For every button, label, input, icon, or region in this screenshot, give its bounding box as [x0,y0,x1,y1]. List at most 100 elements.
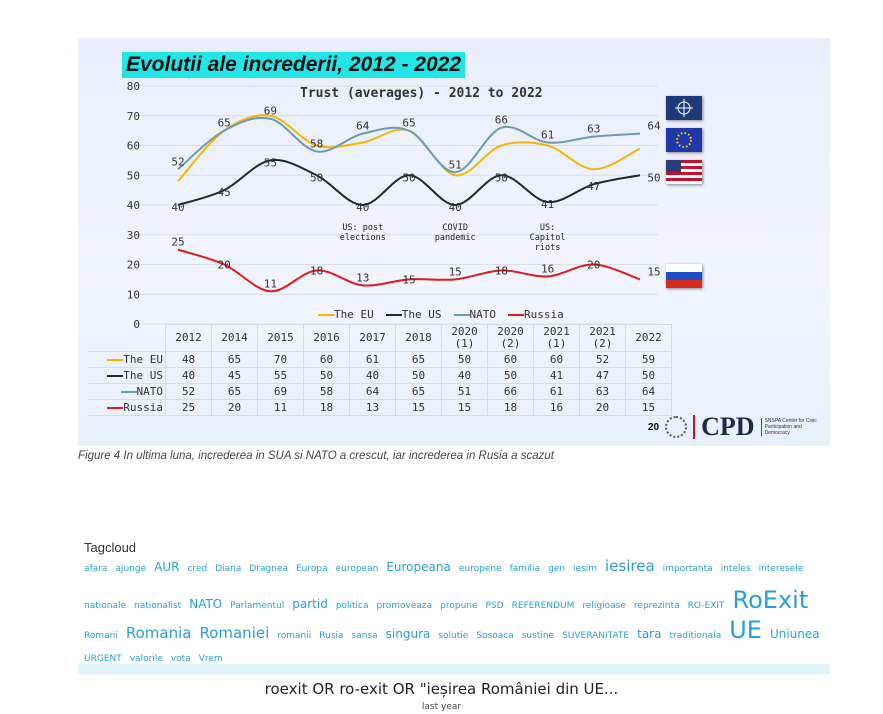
series-line-nato [177,116,641,174]
tag-link[interactable]: SUVERANITATE [562,631,630,641]
tag-link[interactable]: ajunge [115,564,147,574]
table-cell: 45 [211,367,258,384]
tag-link[interactable]: Romani [84,631,118,641]
legend-item: Russia [508,308,564,321]
data-label: 18 [310,264,323,277]
data-label: 61 [541,129,554,142]
table-cell: 65 [211,383,258,400]
tag-link[interactable]: interesele [758,564,804,574]
tag-link[interactable]: nationalist [134,601,182,611]
column-header: 2012 [165,324,212,352]
tag-link[interactable]: RoExit [732,586,809,614]
tag-link[interactable]: Europa [295,564,328,574]
data-label: 66 [495,114,508,127]
tag-link[interactable]: URGENT [84,654,122,664]
data-label: 50 [310,171,323,184]
y-tick-label: 40 [127,199,140,212]
tag-link[interactable]: propune [440,601,478,611]
tag-link[interactable]: politica [335,601,369,611]
tag-link[interactable]: europene [458,564,502,574]
tag-link[interactable]: Europeana [386,560,451,574]
data-label: 52 [171,155,184,168]
tag-link[interactable]: valorile [129,654,163,664]
column-header: 2018 [395,324,442,352]
tag-link[interactable]: romanii [277,631,312,641]
table-cell: 61 [533,383,580,400]
tag-link[interactable]: Diana [215,564,242,574]
table-cell: 18 [487,399,534,416]
chart-annotation: riots [535,243,561,253]
table-cell: 50 [395,367,442,384]
tag-link[interactable]: traditionala [669,631,722,641]
tag-link[interactable]: RO-EXIT [687,601,725,611]
tag-link[interactable]: iesim [573,564,598,574]
line-chart: 0 10 20 30 40 50 60 70 80 40 45 55 50 40 50 40 50 41 47 50 5… [127,80,661,328]
tag-link[interactable]: UE [729,616,762,644]
tag-link[interactable]: NATO [189,597,223,611]
table-cell: 25 [165,399,212,416]
tag-link[interactable]: sustine [521,631,555,641]
data-label: 50 [495,171,508,184]
search-query[interactable]: roexit OR ro-exit OR "ieșirea României d… [264,680,619,698]
tag-link[interactable]: Parlamentul [230,601,285,611]
tag-link[interactable]: Dragnea [249,564,288,574]
legend-item: The US [385,308,442,321]
table-cell: 65 [211,351,258,368]
tag-link[interactable]: Vrem [198,654,223,664]
tag-link[interactable]: vota [170,654,191,664]
table-cell: 18 [303,399,350,416]
logo-subtitle: SNSPA Center for Civic Participation and… [760,418,819,436]
tag-link[interactable]: singura [385,627,431,641]
tag-link[interactable]: promoveaza [376,601,433,611]
table-cell: 60 [487,351,534,368]
tag-link[interactable]: religioase [582,601,626,611]
tag-link[interactable]: REFERENDUM [511,601,575,611]
data-label: 16 [541,262,554,275]
data-label: 13 [356,271,369,284]
data-label: 15 [647,265,660,278]
table-cell: 60 [533,351,580,368]
y-tick-label: 80 [127,80,140,93]
tag-link[interactable]: solutie [438,631,469,641]
tag-link[interactable]: Uniunea [769,627,820,641]
tag-link[interactable]: nationale [84,601,127,611]
table-cell: 52 [165,383,212,400]
tag-link[interactable]: inteles [720,564,751,574]
tag-link[interactable]: sansa [351,631,378,641]
tag-link[interactable]: iesirea [605,557,655,575]
table-cell: 65 [395,383,442,400]
table-cell: 64 [625,383,672,400]
column-header: 2021 (1) [533,324,580,352]
tag-link[interactable]: Romaniei [199,624,270,642]
tag-link[interactable]: cred [187,564,208,574]
chart-annotation: US: [540,223,555,233]
nato-flag-icon [666,96,702,120]
tag-link[interactable]: PSD [485,601,504,611]
column-header: 2015 [257,324,304,352]
table-row: The US 40 45 55 50 40 50 40 50 41 47 50 [88,367,672,384]
tag-link[interactable]: tara [637,627,662,641]
table-cell: 69 [257,383,304,400]
tag-link[interactable]: Rusia [319,631,344,641]
column-header: 2022 [625,324,672,352]
table-cell: 50 [487,367,534,384]
data-table: 2012 2014 2015 2016 2017 2018 2020 (1) 2020 (2)… [88,324,672,416]
chart-annotation: Capitol [530,233,566,243]
tag-link[interactable]: european [335,564,379,574]
tag-link[interactable]: Sosoaca [476,631,514,641]
data-label: 58 [310,137,323,150]
tag-link[interactable]: AUR [154,560,180,574]
data-label: 45 [218,186,231,199]
logo-text: CPD [701,412,755,441]
tag-link[interactable]: partid [292,597,328,611]
tag-link[interactable]: familia [509,564,541,574]
tag-link[interactable]: importanta [662,564,713,574]
tag-link[interactable]: gen [548,564,566,574]
column-header: 2021 (2) [579,324,626,352]
data-label: 65 [402,117,415,130]
table-cell: 13 [349,399,396,416]
column-header: 2016 [303,324,350,352]
tag-link[interactable]: reprezinta [633,601,680,611]
tag-link[interactable]: Romania [125,624,192,642]
tag-link[interactable]: afara [84,564,108,574]
